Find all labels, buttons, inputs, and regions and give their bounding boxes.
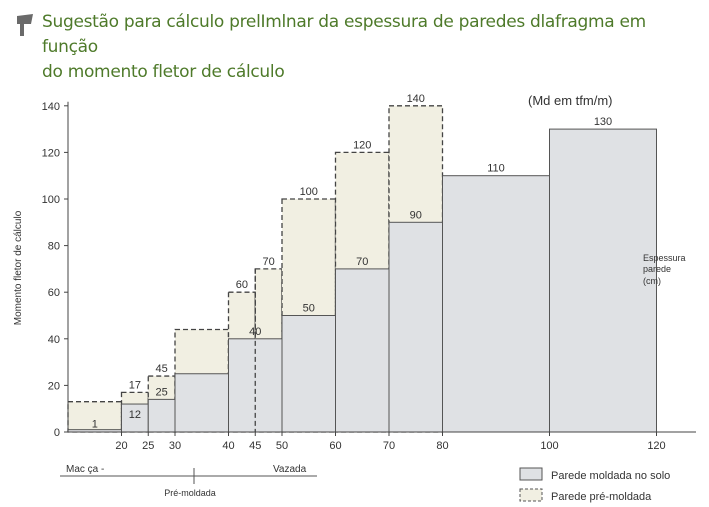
legend-label-moldada: Parede moldada no solo xyxy=(551,470,670,482)
x-tick-label-25: 25 xyxy=(142,440,154,452)
labels-layer: 1 12 25 40 50 70 90 110 130 17 45 60 70 100 120 140 xyxy=(92,93,612,431)
x-tick-label-100: 100 xyxy=(540,440,558,452)
label-premoldada-5: 70 xyxy=(263,256,275,268)
y-tick-label-120: 120 xyxy=(42,147,60,159)
subaxis-left-label: Mac ça - xyxy=(66,464,104,475)
label-moldada-1: 12 xyxy=(129,409,141,421)
y-tick-label-80: 80 xyxy=(48,241,60,253)
y-tick-label-20: 20 xyxy=(48,380,60,392)
x-tick-label-60: 60 xyxy=(329,440,341,452)
label-moldada-6: 70 xyxy=(356,256,368,268)
label-premoldada-4: 60 xyxy=(236,279,248,291)
subaxis-right-label: Vazada xyxy=(273,464,307,475)
label-moldada-0: 1 xyxy=(92,419,98,431)
y-tick-label-0: 0 xyxy=(54,427,60,439)
label-moldada-2: 25 xyxy=(156,386,168,398)
bar-premoldada-0 xyxy=(67,401,123,433)
y-axis-label: Momento fletor de cálculo xyxy=(13,210,24,325)
y-tick-label-60: 60 xyxy=(48,287,60,299)
legend-label-premoldada: Parede pré-moldada xyxy=(551,491,652,503)
x-tick-label-120: 120 xyxy=(647,440,665,452)
legend-swatch-moldada xyxy=(519,467,543,481)
subaxis-group-label: Pré-moldada xyxy=(164,488,216,498)
label-premoldada-6: 100 xyxy=(300,186,318,198)
label-moldada-5: 50 xyxy=(303,303,315,315)
chart-title: Sugestão para cálculo prelImlnar da espe… xyxy=(42,10,702,85)
label-premoldada-2: 45 xyxy=(156,363,168,375)
logo-icon xyxy=(14,12,36,38)
bar-moldada-2 xyxy=(147,398,176,433)
y-tick-label-40: 40 xyxy=(48,334,60,346)
x-tick-label-30: 30 xyxy=(169,440,181,452)
label-premoldada-8: 140 xyxy=(407,93,425,105)
label-moldada-9: 130 xyxy=(594,116,612,128)
x-axis-label: Espessura parede (cm) xyxy=(643,253,686,286)
x-tick-label-45: 45 xyxy=(249,440,261,452)
label-moldada-4: 40 xyxy=(249,326,261,338)
x-tick-label-70: 70 xyxy=(383,440,395,452)
x-tick-label-20: 20 xyxy=(115,440,127,452)
y-tick-label-140: 140 xyxy=(42,101,60,113)
x-tick-label-50: 50 xyxy=(276,440,288,452)
legend-swatch-premoldada xyxy=(519,488,543,502)
y-tick-label-100: 100 xyxy=(42,194,60,206)
chart-title-line2: do momento fletor de cálculo xyxy=(42,62,285,82)
bar-moldada-6 xyxy=(335,268,390,433)
label-moldada-7: 90 xyxy=(410,209,422,221)
legend: Parede moldada no solo Parede pré-moldad… xyxy=(519,467,670,503)
chart-title-line1: Sugestão para cálculo prelImlnar da espe… xyxy=(42,12,646,57)
bar-moldada-9 xyxy=(549,128,657,433)
bars-layer xyxy=(67,105,657,433)
label-premoldada-1: 17 xyxy=(129,379,141,391)
bar-moldada-5 xyxy=(281,315,336,433)
label-premoldada-7: 120 xyxy=(353,139,371,151)
sub-axis: Mac ça - Vazada Pré-moldada xyxy=(60,464,317,498)
x-tick-label-80: 80 xyxy=(436,440,448,452)
unit-label: (Md em tfm/m) xyxy=(528,93,613,108)
bar-moldada-3 xyxy=(174,373,229,433)
bar-moldada-8 xyxy=(442,175,550,433)
label-moldada-8: 110 xyxy=(487,163,505,175)
x-tick-label-40: 40 xyxy=(222,440,234,452)
bar-moldada-7 xyxy=(388,221,443,433)
